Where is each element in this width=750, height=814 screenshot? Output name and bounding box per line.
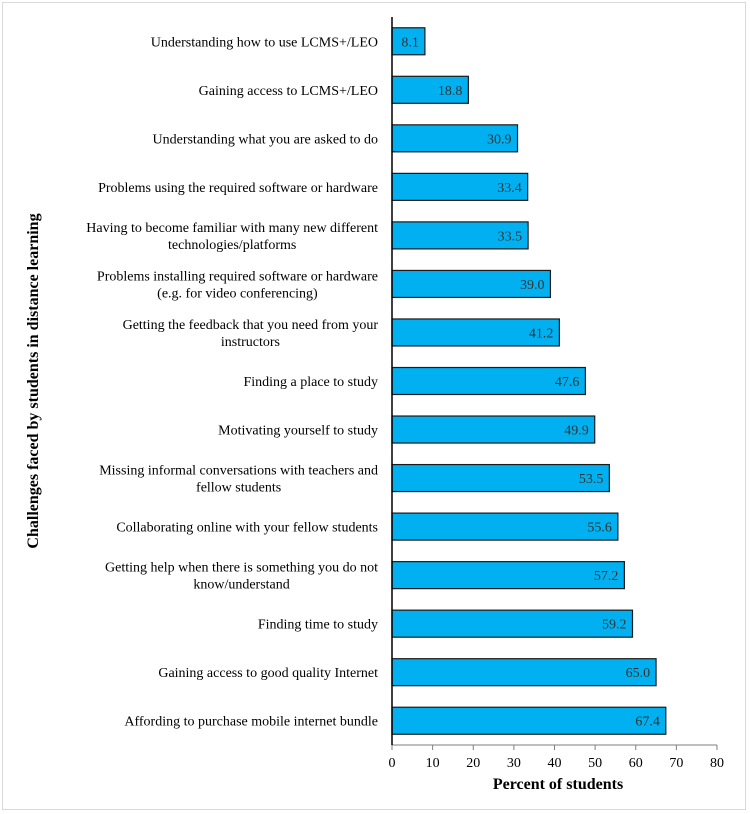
bar (391, 463, 610, 493)
data-label: 49.9 (564, 424, 589, 439)
bar (391, 658, 657, 687)
bar (391, 172, 529, 201)
data-label: 33.4 (497, 181, 522, 196)
data-label: 41.2 (529, 326, 554, 341)
x-tick-label: 30 (507, 756, 521, 771)
category-label: Gaining access to LCMS+/LEO (199, 84, 378, 99)
category-label: Finding a place to study (243, 375, 378, 390)
x-tick-label: 60 (629, 756, 643, 771)
category-label: instructors (221, 335, 280, 350)
bar (391, 512, 619, 541)
category-label: Collaborating online with your fellow st… (116, 521, 378, 536)
bar (391, 75, 469, 104)
category-label: Getting the feedback that you need from … (123, 318, 379, 333)
category-label: Getting help when there is something you… (105, 561, 378, 576)
bar (391, 561, 625, 590)
data-label: 67.4 (635, 715, 660, 730)
category-label: technologies/platforms (168, 238, 296, 253)
category-label: Affording to purchase mobile internet bu… (124, 715, 378, 730)
data-label: 59.2 (602, 618, 627, 633)
data-label: 47.6 (555, 375, 580, 390)
category-label: fellow students (196, 481, 281, 496)
x-tick-label: 10 (426, 756, 440, 771)
data-label: 57.2 (594, 569, 619, 584)
category-labels-group: Understanding how to use LCMS+/LEO Gainin… (86, 35, 378, 729)
bar (391, 27, 426, 56)
category-label: Motivating yourself to study (218, 424, 378, 439)
bar (391, 124, 519, 153)
data-label: 53.5 (579, 472, 604, 487)
y-axis-title: Challenges faced by students in distance… (25, 213, 42, 548)
category-label: Problems using the required software or … (98, 181, 378, 196)
data-label: 18.8 (438, 84, 463, 99)
category-label: Problems installing required software or… (97, 269, 378, 284)
x-tick-label: 50 (588, 756, 602, 771)
x-tick-label: 0 (389, 756, 396, 771)
category-label: Finding time to study (258, 618, 378, 633)
category-label: Gaining access to good quality Internet (158, 666, 378, 681)
data-label: 8.1 (401, 35, 419, 50)
x-tick-label: 20 (466, 756, 480, 771)
data-label: 65.0 (626, 666, 651, 681)
category-label: (e.g. for video conferencing) (157, 286, 318, 301)
bar (391, 269, 552, 299)
category-label: Understanding what you are asked to do (153, 132, 379, 147)
category-label: Understanding how to use LCMS+/LEO (151, 35, 378, 50)
data-label: 39.0 (520, 278, 545, 293)
data-label: 30.9 (487, 132, 512, 147)
category-label: Having to become familiar with many new … (86, 221, 378, 236)
x-axis: 0 10 20 30 40 50 60 70 80 (389, 744, 724, 771)
data-label: 33.5 (498, 229, 523, 244)
category-label: know/understand (193, 578, 289, 593)
x-tick-label: 40 (548, 756, 562, 771)
category-label: Missing informal conversations with teac… (99, 464, 378, 479)
bar (391, 706, 667, 735)
bar (391, 415, 596, 444)
x-tick-label: 80 (710, 756, 724, 771)
bar (391, 609, 634, 638)
x-axis-title: Percent of students (493, 776, 623, 793)
data-label: 55.6 (587, 521, 612, 536)
x-tick-label: 70 (669, 756, 683, 771)
bars-group: 8.1 18.8 30.9 33.4 33.5 39.0 41.2 47.6 49.9 53.5 5… (391, 27, 667, 735)
